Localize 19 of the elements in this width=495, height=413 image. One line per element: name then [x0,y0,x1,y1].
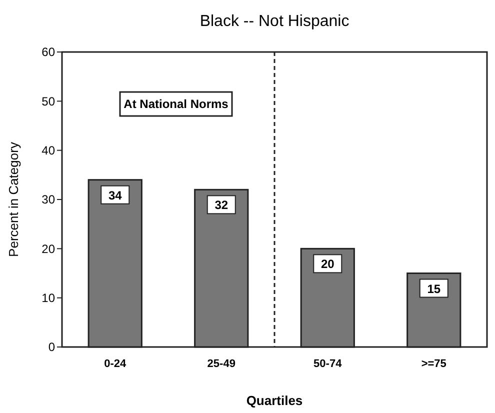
data-label: 32 [214,198,228,212]
x-tick-label: 50-74 [314,358,343,370]
x-axis-title: Quartiles [246,393,303,408]
y-tick-label: 60 [42,45,56,60]
annotation: At National Norms [124,97,229,111]
x-tick-label: 25-49 [207,358,236,370]
y-tick-label: 0 [48,340,56,354]
data-label: 15 [427,282,441,296]
y-axis-title: Percent in Category [6,142,21,257]
y-tick-label: 10 [42,291,56,306]
x-tick-label: 0-24 [104,358,128,370]
data-label: 34 [108,188,122,202]
y-tick-label: 50 [42,94,56,108]
data-label: 20 [320,257,335,272]
chart-title: Black -- Not Hispanic [200,13,350,30]
y-tick-label: 30 [42,192,56,207]
x-tick-label: >=75 [421,358,446,370]
y-tick-label: 20 [42,242,56,256]
y-tick-label: 40 [42,144,56,158]
